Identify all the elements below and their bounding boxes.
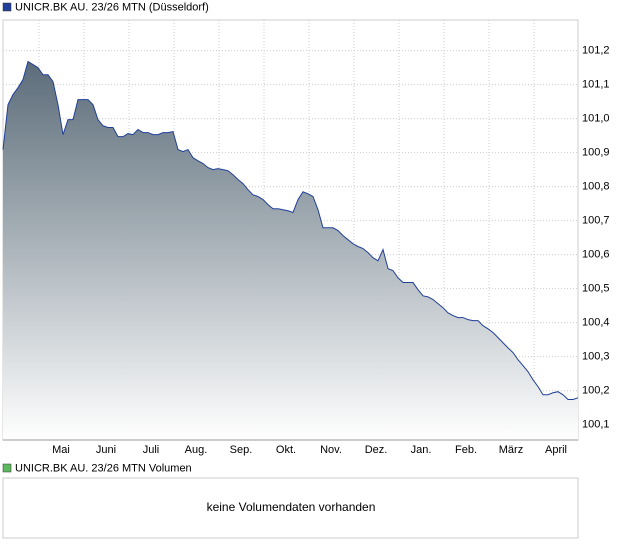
y-tick-label: 100,6 xyxy=(582,249,610,261)
y-tick-label: 100,3 xyxy=(582,351,610,363)
y-tick-label: 100,4 xyxy=(582,317,610,329)
volume-frame xyxy=(2,477,579,539)
x-tick-label: Juni xyxy=(96,444,116,456)
x-tick-label: Dez. xyxy=(365,444,388,456)
y-tick-label: 101,2 xyxy=(582,45,610,57)
volume-message: keine Volumendaten vorhanden xyxy=(207,500,376,514)
x-tick-label: April xyxy=(545,444,567,456)
area xyxy=(3,61,578,441)
x-tick-label: Okt. xyxy=(276,444,296,456)
y-tick-label: 100,7 xyxy=(582,215,610,227)
chart-title: UNICR.BK AU. 23/26 MTN (Düsseldorf) xyxy=(15,1,209,13)
x-tick-label: März xyxy=(499,444,523,456)
y-tick-label: 100,8 xyxy=(582,181,610,193)
x-tick-label: Aug. xyxy=(185,444,208,456)
x-tick-label: Nov. xyxy=(320,444,342,456)
y-tick-label: 100,1 xyxy=(582,419,610,431)
legend-swatch xyxy=(2,2,12,12)
x-tick-label: Jan. xyxy=(411,444,432,456)
x-tick-label: Juli xyxy=(143,444,160,456)
y-tick-label: 101,0 xyxy=(582,113,610,125)
y-tick-label: 100,5 xyxy=(582,283,610,295)
legend-swatch xyxy=(2,463,12,473)
x-tick-label: Mai xyxy=(52,444,70,456)
y-tick-label: 100,9 xyxy=(582,147,610,159)
y-tick-label: 101,1 xyxy=(582,79,610,91)
line xyxy=(2,60,579,401)
volume-title: UNICR.BK AU. 23/26 MTN Volumen xyxy=(15,462,192,474)
y-tick-label: 100,2 xyxy=(582,385,610,397)
x-tick-label: Feb. xyxy=(455,444,477,456)
x-tick-label: Sep. xyxy=(230,444,253,456)
